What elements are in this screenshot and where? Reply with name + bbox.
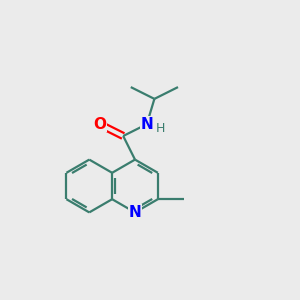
Text: O: O [93, 117, 106, 132]
Text: N: N [140, 117, 153, 132]
Text: N: N [129, 205, 141, 220]
Text: H: H [156, 122, 165, 135]
